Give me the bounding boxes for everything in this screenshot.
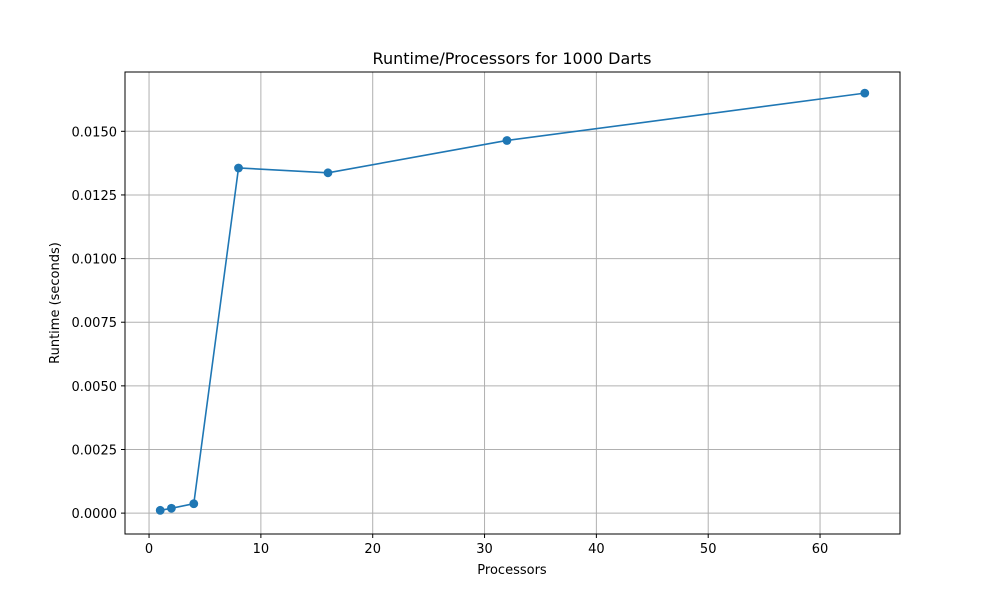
data-point: [189, 499, 199, 509]
data-point: [860, 88, 870, 98]
data-point: [155, 505, 165, 515]
x-tick-label: 50: [700, 542, 717, 557]
y-tick-label: 0.0025: [72, 443, 118, 458]
y-tick-label: 0.0100: [72, 253, 118, 268]
data-point: [323, 168, 333, 178]
x-tick-label: 40: [588, 542, 605, 557]
series-line: [160, 92, 865, 512]
chart-title: Runtime/Processors for 1000 Darts: [373, 49, 652, 68]
x-tick-label: 10: [253, 542, 270, 557]
ticks: 0 10 20 30 40 50 60 0.0000 0.0025 0.0050 0.0075 0.0…: [72, 125, 829, 557]
y-tick-label: 0.0075: [72, 316, 118, 331]
x-tick-label: 60: [812, 542, 829, 557]
series-layer: [155, 88, 870, 515]
x-tick-label: 30: [476, 542, 493, 557]
plot-frame: [124, 71, 901, 535]
data-point: [167, 503, 176, 513]
x-axis-label: Processors: [477, 563, 547, 578]
x-tick-label: 0: [145, 542, 153, 557]
data-point: [502, 136, 512, 145]
y-tick-label: 0.0000: [72, 507, 118, 522]
y-tick-label: 0.0150: [72, 125, 118, 140]
x-tick-label: 20: [364, 542, 381, 557]
grid: [125, 72, 900, 534]
y-axis-label: Runtime (seconds): [48, 242, 63, 364]
data-point: [234, 163, 243, 173]
y-tick-label: 0.0050: [72, 380, 118, 395]
y-tick-label: 0.0125: [72, 189, 118, 204]
